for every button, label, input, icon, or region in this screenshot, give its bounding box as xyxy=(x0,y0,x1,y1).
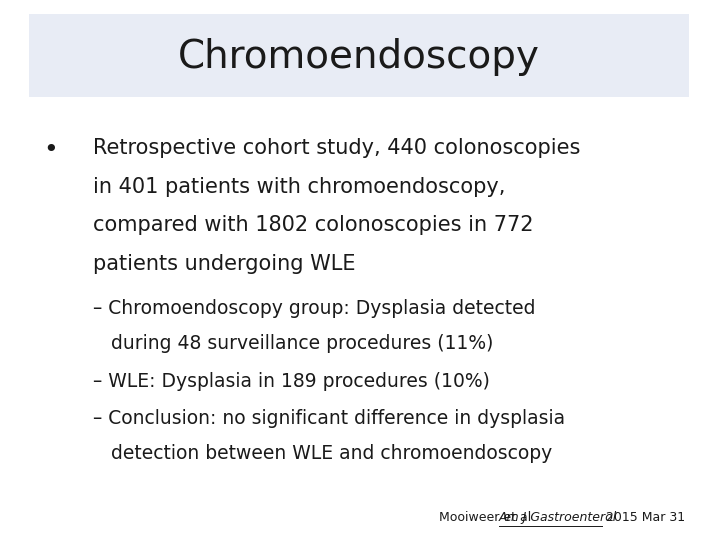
Text: during 48 surveillance procedures (11%): during 48 surveillance procedures (11%) xyxy=(94,334,494,353)
Text: Chromoendoscopy: Chromoendoscopy xyxy=(178,38,540,76)
Text: detection between WLE and chromoendoscopy: detection between WLE and chromoendoscop… xyxy=(94,444,553,463)
Text: patients undergoing WLE: patients undergoing WLE xyxy=(94,254,356,274)
Text: – Chromoendoscopy group: Dysplasia detected: – Chromoendoscopy group: Dysplasia detec… xyxy=(94,299,536,318)
FancyBboxPatch shape xyxy=(29,14,689,97)
Text: Mooiweer et al: Mooiweer et al xyxy=(439,511,536,524)
Text: compared with 1802 colonoscopies in 772: compared with 1802 colonoscopies in 772 xyxy=(94,215,534,235)
Text: Am J Gastroenterol: Am J Gastroenterol xyxy=(499,511,617,524)
Text: Retrospective cohort study, 440 colonoscopies: Retrospective cohort study, 440 colonosc… xyxy=(94,138,581,158)
Text: – Conclusion: no significant difference in dysplasia: – Conclusion: no significant difference … xyxy=(94,409,565,428)
Text: 2015 Mar 31: 2015 Mar 31 xyxy=(602,511,685,524)
Text: •: • xyxy=(43,138,58,161)
Text: – WLE: Dysplasia in 189 procedures (10%): – WLE: Dysplasia in 189 procedures (10%) xyxy=(94,372,490,390)
Text: in 401 patients with chromoendoscopy,: in 401 patients with chromoendoscopy, xyxy=(94,177,505,197)
